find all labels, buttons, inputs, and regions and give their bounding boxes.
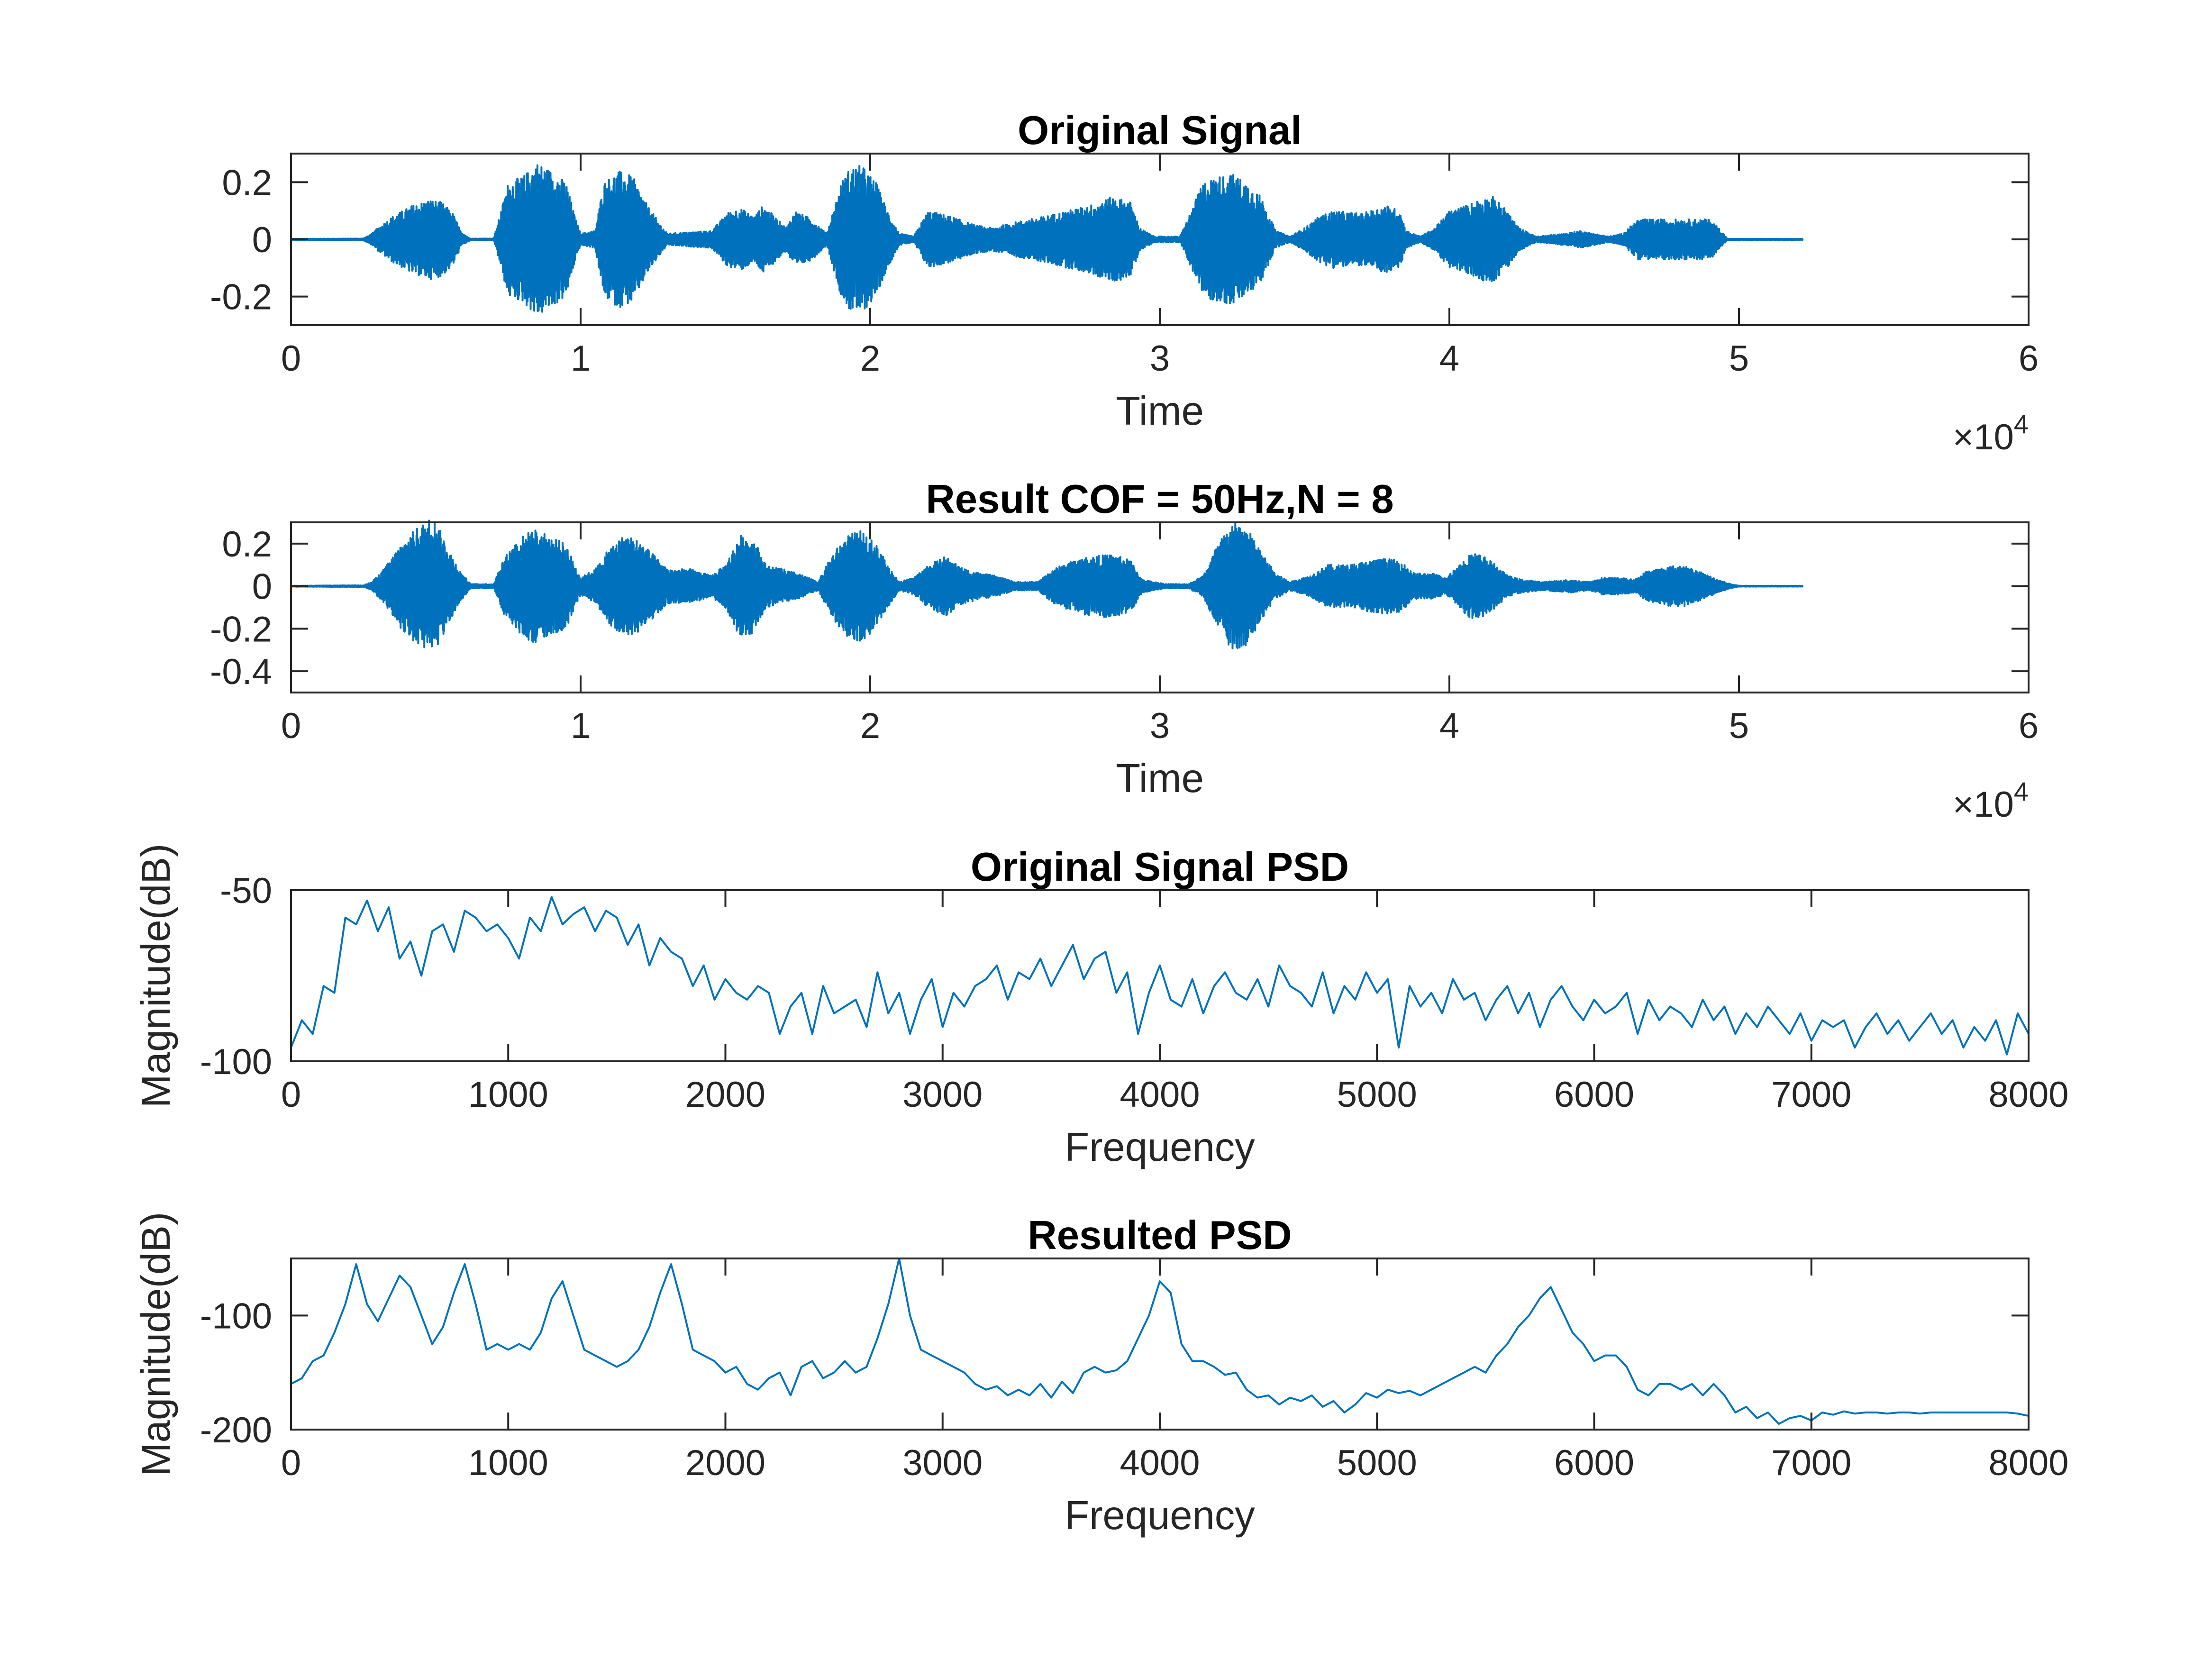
y-axis-label: Magnitude(dB) [134,1212,179,1477]
y-tick-label: -200 [200,1410,272,1450]
y-tick-label: -0.2 [210,277,272,318]
x-tick-label: 2000 [685,1075,765,1115]
x-axis-exponent: ×104 [1953,409,2029,457]
x-tick-label: 4 [1439,706,1459,746]
y-tick-label: 0 [252,567,272,607]
x-tick-label: 5000 [1337,1075,1417,1115]
x-tick-label: 2 [860,338,880,379]
axes-box [290,889,2030,1062]
x-tick-label: 6000 [1554,1443,1634,1483]
x-tick-label: 3000 [902,1443,983,1483]
y-tick-label: -50 [220,871,272,911]
chart-title: Result COF = 50Hz,N = 8 [926,477,1393,522]
x-tick-label: 5 [1729,706,1749,746]
x-tick-label: 8000 [1988,1443,2068,1483]
y-tick-label: -100 [200,1042,272,1082]
y-tick-label: 0.2 [222,524,272,565]
x-tick-label: 6 [2019,338,2039,379]
signal-waveform [290,520,1804,649]
x-tick-label: 4 [1439,338,1459,379]
x-axis-label: Frequency [1065,1493,1255,1538]
x-tick-label: 0 [281,1075,301,1115]
x-tick-label: 7000 [1771,1443,1851,1483]
x-tick-label: 4000 [1120,1443,1200,1483]
x-tick-label: 1000 [468,1075,548,1115]
x-tick-label: 6 [2019,706,2039,746]
x-axis-label: Time [1116,756,1204,801]
x-tick-label: 0 [281,1443,301,1483]
x-tick-label: 1000 [468,1443,548,1483]
y-tick-label: 0.2 [222,163,272,203]
subplot-3: 0 1000 2000 3000 4000 5000 6000 7000 8000 -50 -100… [134,844,2069,1170]
x-axis-exponent: ×104 [1953,776,2029,825]
subplot-4: 0 1000 2000 3000 4000 5000 6000 7000 8000 -100 -20… [134,1212,2069,1538]
x-tick-label: 5 [1729,338,1749,379]
x-tick-label: 3 [1150,338,1170,379]
psd-line [291,1258,2029,1425]
x-tick-label: 7000 [1771,1075,1851,1115]
psd-line [290,896,2030,1056]
x-tick-label: 8000 [1988,1075,2068,1115]
x-axis-label: Time [1116,389,1204,434]
x-tick-label: 0 [281,706,301,746]
x-tick-label: 1 [571,338,591,379]
signal-waveform [290,164,1804,313]
x-axis-label: Frequency [1065,1125,1255,1170]
y-tick-label: -100 [200,1296,272,1336]
x-tick-label: 6000 [1554,1075,1634,1115]
x-tick-label: 5000 [1337,1443,1417,1483]
x-tick-label: 4000 [1120,1075,1200,1115]
y-tick-label: -0.4 [210,652,272,692]
chart-title: Original Signal [1018,108,1302,153]
x-tick-label: 2000 [685,1443,765,1483]
x-tick-label: 3000 [902,1075,983,1115]
y-tick-label: -0.2 [210,609,272,649]
x-tick-label: 2 [860,706,880,746]
chart-title: Resulted PSD [1028,1213,1292,1258]
chart-title: Original Signal PSD [971,845,1349,890]
x-tick-label: 1 [571,706,591,746]
y-tick-label: 0 [252,220,272,260]
x-tick-label: 3 [1150,706,1170,746]
x-tick-label: 0 [281,338,301,379]
y-axis-label: Magnitude(dB) [134,844,179,1108]
